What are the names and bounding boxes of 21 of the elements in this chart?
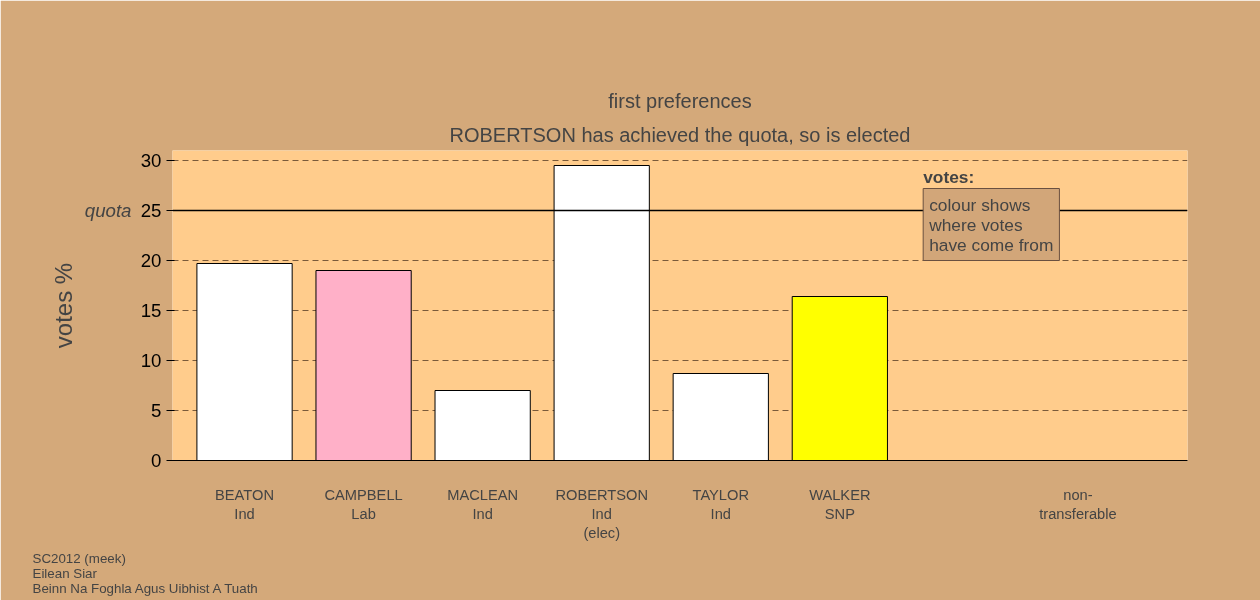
annotation: votes: [923, 166, 975, 187]
y-tick-label: 30 [140, 150, 162, 171]
x-tick-label: non- transferable [1039, 486, 1117, 522]
x-tick-label: WALKER SNP [809, 486, 871, 522]
ref-line-label: quota [84, 200, 132, 221]
y-tick-label: 25 [140, 200, 162, 221]
x-tick-label: MACLEAN Ind [447, 486, 519, 522]
y-tick-label: 0 [151, 450, 162, 471]
y-axis-title: votes % [49, 262, 77, 349]
x-tick-label: CAMPBELL Lab [324, 486, 403, 522]
y-tick-label: 20 [140, 250, 162, 271]
y-tick-label: 15 [140, 300, 162, 321]
y-tick-label: 10 [140, 350, 162, 371]
y-tick-label: 5 [151, 400, 162, 421]
x-tick-label: ROBERTSON Ind (elec) [555, 486, 649, 541]
chart-title: first preferences [608, 89, 752, 112]
x-tick-label: TAYLOR Ind [692, 486, 750, 522]
x-tick-label: BEATON Ind [215, 486, 274, 522]
annotation: colour shows where votes have come from [928, 194, 1054, 255]
text: SC2012 (meek) Eilean Siar Beinn Na Foghla Agus Uibhist A Tuath [32, 550, 258, 596]
chart-subtitle: ROBERTSON has achieved the quota, so is elected [449, 123, 911, 146]
